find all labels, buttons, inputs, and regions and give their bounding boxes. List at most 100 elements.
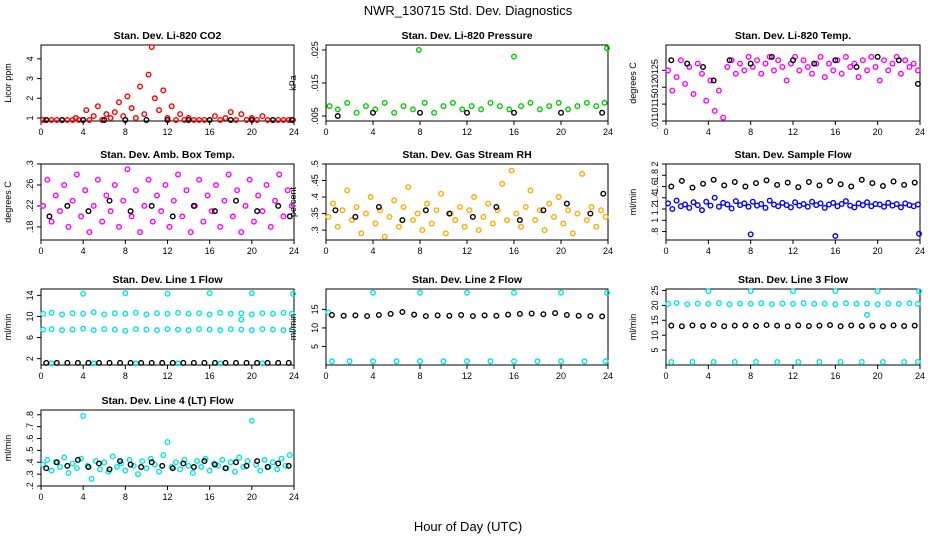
x-tick-label: 4 bbox=[370, 371, 375, 381]
data-point bbox=[137, 229, 144, 236]
data-point bbox=[682, 80, 689, 87]
panel-title: Stan. Dev. Sample Flow bbox=[734, 149, 852, 161]
data-point bbox=[127, 359, 134, 366]
data-point bbox=[141, 202, 148, 209]
data-point bbox=[370, 289, 377, 296]
data-point bbox=[137, 83, 144, 90]
data-point bbox=[99, 116, 106, 123]
data-point bbox=[511, 53, 518, 60]
data-point bbox=[532, 217, 539, 224]
data-point bbox=[326, 103, 333, 110]
data-point bbox=[217, 327, 224, 334]
data-point bbox=[244, 458, 251, 465]
data-point bbox=[779, 63, 786, 70]
data-point bbox=[518, 223, 525, 230]
data-point bbox=[837, 181, 844, 188]
data-point bbox=[832, 301, 839, 308]
y-tick-label: .3 bbox=[310, 226, 320, 234]
y-tick-label: 2 bbox=[650, 161, 660, 166]
data-point bbox=[710, 322, 717, 329]
x-tick-label: 4 bbox=[81, 246, 86, 256]
y-tick-label: .8 bbox=[25, 411, 35, 419]
data-point bbox=[64, 462, 71, 469]
data-point bbox=[90, 113, 97, 120]
y-tick-label: .025 bbox=[310, 41, 320, 59]
data-point bbox=[80, 290, 87, 297]
data-point bbox=[853, 63, 860, 70]
series-1 bbox=[326, 45, 611, 116]
data-point bbox=[446, 312, 453, 319]
data-point bbox=[703, 198, 710, 205]
y-tick-label: .015 bbox=[310, 74, 320, 92]
data-point bbox=[215, 462, 222, 469]
x-tick-label: 0 bbox=[38, 127, 43, 137]
data-point bbox=[346, 358, 353, 365]
data-point bbox=[895, 300, 902, 307]
data-point bbox=[43, 359, 50, 366]
data-point bbox=[44, 456, 51, 463]
data-point bbox=[132, 326, 139, 333]
y-tick-label: 15 bbox=[310, 304, 320, 314]
data-point bbox=[386, 213, 393, 220]
data-point bbox=[689, 359, 696, 366]
y-axis-label: ml/min bbox=[288, 314, 298, 341]
data-point bbox=[879, 323, 886, 330]
x-tick-label: 24 bbox=[603, 127, 613, 137]
data-point bbox=[74, 456, 81, 463]
data-point bbox=[97, 466, 104, 473]
data-point bbox=[737, 60, 744, 67]
data-point bbox=[752, 180, 759, 187]
data-point bbox=[259, 360, 266, 367]
data-point bbox=[160, 87, 167, 94]
data-point bbox=[48, 326, 55, 333]
x-tick-label: 8 bbox=[417, 127, 422, 137]
data-point bbox=[128, 105, 135, 112]
data-point bbox=[196, 310, 203, 317]
data-point bbox=[763, 177, 770, 184]
x-tick-label: 20 bbox=[873, 371, 883, 381]
data-point bbox=[747, 288, 754, 295]
data-point bbox=[690, 90, 697, 97]
data-point bbox=[334, 113, 341, 120]
data-point bbox=[334, 223, 341, 230]
data-point bbox=[190, 116, 197, 123]
data-point bbox=[172, 116, 179, 123]
x-tick-label: 16 bbox=[205, 492, 215, 502]
data-point bbox=[391, 197, 398, 204]
data-point bbox=[164, 326, 171, 333]
data-point bbox=[705, 300, 712, 307]
data-point bbox=[233, 197, 240, 204]
y-tick-label: 6 bbox=[25, 335, 35, 340]
x-tick-label: 16 bbox=[509, 127, 519, 137]
data-point bbox=[766, 197, 773, 204]
data-point bbox=[558, 289, 565, 296]
data-point bbox=[124, 166, 131, 173]
data-point bbox=[459, 106, 466, 113]
data-point bbox=[737, 300, 744, 307]
series-2 bbox=[43, 359, 292, 366]
series-2 bbox=[668, 176, 918, 191]
data-point bbox=[775, 203, 782, 210]
data-point bbox=[847, 63, 854, 70]
data-point bbox=[665, 200, 672, 207]
data-point bbox=[485, 200, 492, 207]
data-point bbox=[749, 198, 756, 205]
data-point bbox=[164, 439, 171, 446]
data-point bbox=[288, 202, 295, 209]
data-point bbox=[148, 359, 155, 366]
data-point bbox=[440, 103, 447, 110]
y-tick-label: 5 bbox=[650, 348, 660, 353]
data-point bbox=[494, 207, 501, 214]
data-point bbox=[190, 464, 197, 471]
data-point bbox=[113, 464, 120, 471]
data-point bbox=[728, 57, 735, 64]
data-point bbox=[227, 116, 234, 123]
data-point bbox=[604, 289, 611, 296]
data-point bbox=[770, 67, 777, 74]
y-axis-label: degrees C bbox=[628, 62, 638, 104]
data-point bbox=[353, 109, 360, 116]
data-point bbox=[48, 116, 55, 123]
x-tick-label: 0 bbox=[663, 246, 668, 256]
y-tick-label: .35 bbox=[310, 207, 320, 220]
